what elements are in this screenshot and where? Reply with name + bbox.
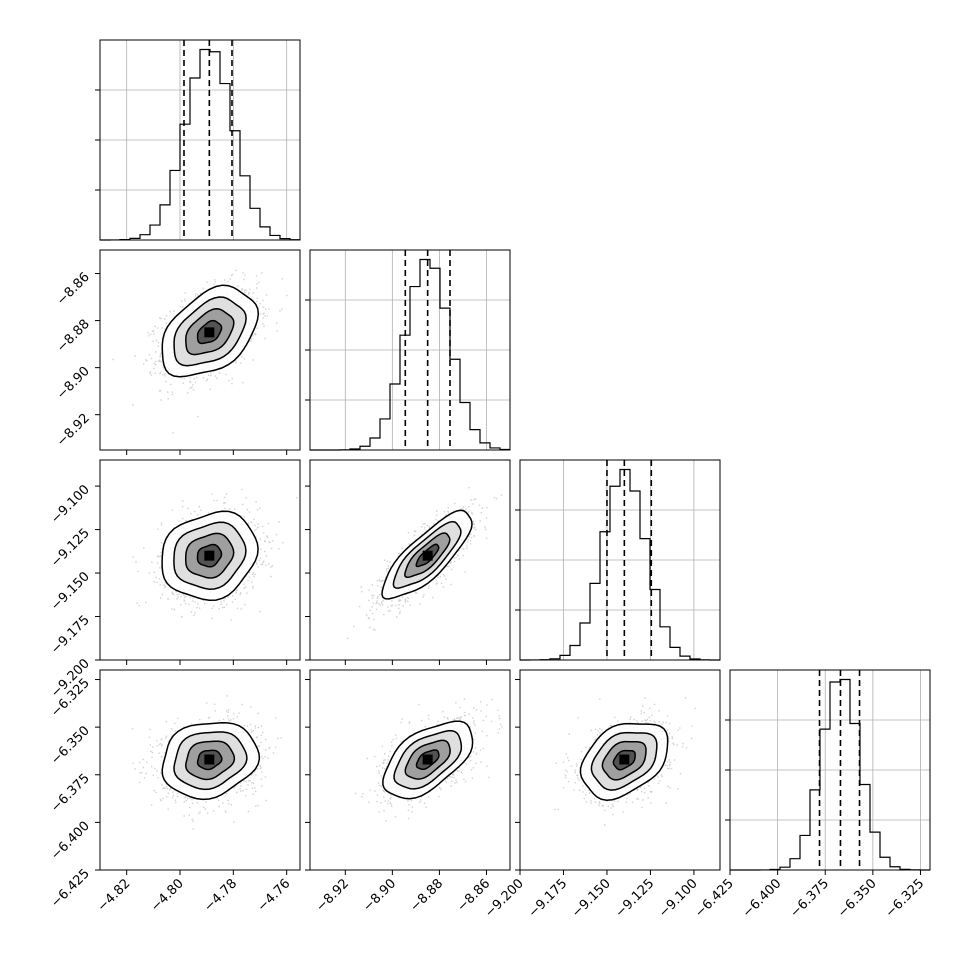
x-tick-label: −9.100 [656, 876, 701, 921]
x-tick-label: −6.400 [740, 876, 785, 921]
density-peak [204, 754, 215, 765]
histogram-panel-1 [305, 249, 511, 451]
x-tick-label: −4.76 [255, 876, 294, 915]
panel-content [112, 269, 288, 434]
density-peak [619, 754, 630, 765]
panel-frame [309, 459, 511, 661]
density-peak [204, 327, 215, 338]
contour-line [381, 509, 473, 600]
histogram-step [730, 678, 930, 871]
panel-content [354, 698, 503, 822]
contour-line [612, 749, 636, 771]
scatter-panel-3-1 [305, 669, 511, 875]
contour-line [185, 308, 235, 356]
contour-line [590, 731, 658, 791]
y-tick-label: −9.150 [48, 569, 93, 614]
y-tick-label: −8.88 [54, 317, 93, 356]
panel-content [347, 487, 503, 640]
scatter-panel-3-0 [95, 669, 301, 875]
y-tick-label: −8.90 [54, 364, 93, 403]
panel-frame [99, 669, 301, 871]
contour-line [184, 532, 235, 579]
y-tick-label: −6.425 [48, 866, 93, 911]
contour-line [161, 284, 260, 378]
contour-line [415, 543, 440, 568]
density-peak [204, 550, 215, 561]
contour-line [392, 520, 462, 589]
panel-frame [99, 459, 301, 661]
contour-line [161, 722, 261, 801]
contour-line [173, 731, 248, 791]
x-tick-label: −6.350 [835, 876, 880, 921]
scatter-panel-1-0 [95, 249, 301, 455]
panel-content [131, 695, 282, 830]
x-tick-label: −8.92 [313, 876, 352, 915]
contour-line [196, 749, 223, 771]
contour-line [196, 319, 223, 345]
panel-frame [309, 669, 511, 871]
x-tick-label: −9.150 [569, 876, 614, 921]
panel-frame [99, 249, 301, 451]
contour-line [173, 296, 247, 367]
scatter-panel-2-1 [305, 459, 511, 665]
contour-line [196, 543, 223, 568]
density-peak [422, 754, 433, 765]
contour-line [579, 722, 669, 801]
x-tick-label: −6.325 [883, 876, 928, 921]
x-tick-label: −8.88 [407, 876, 446, 915]
histogram-step [520, 468, 720, 661]
x-tick-label: −9.125 [613, 876, 658, 921]
x-tick-label: −9.175 [526, 876, 571, 921]
y-tick-label: −9.175 [48, 613, 93, 658]
contour-line [415, 749, 440, 771]
y-tick-label: −8.86 [54, 270, 93, 309]
y-tick-label: −8.92 [54, 411, 93, 450]
contour-line [404, 739, 451, 780]
x-tick-label: −4.82 [95, 876, 134, 915]
density-peak [422, 550, 433, 561]
scatter-panel-2-0 [95, 459, 301, 665]
contour-line [161, 510, 259, 602]
x-tick-label: −8.90 [360, 876, 399, 915]
contour-line [404, 532, 451, 579]
panel-content [132, 488, 298, 621]
scatter-panel-3-2 [515, 669, 721, 875]
x-tick-label: −6.425 [692, 876, 737, 921]
x-tick-label: −4.78 [201, 876, 240, 915]
panel-content [554, 697, 696, 826]
histogram-step [310, 258, 510, 451]
contour-line [185, 740, 236, 781]
contour-line [393, 730, 463, 790]
y-tick-label: −6.350 [48, 723, 93, 768]
contour-line [382, 720, 474, 800]
x-tick-label: −6.375 [787, 876, 832, 921]
y-tick-label: −6.400 [48, 819, 93, 864]
histogram-panel-3 [725, 669, 931, 871]
y-tick-label: −6.375 [48, 771, 93, 816]
y-tick-label: −9.125 [48, 526, 93, 571]
histogram-panel-0 [95, 39, 301, 241]
histogram-panel-2 [515, 459, 721, 661]
contour-line [601, 740, 647, 781]
x-tick-label: −4.80 [148, 876, 187, 915]
contour-line [173, 521, 247, 590]
y-tick-label: −9.100 [48, 482, 93, 527]
histogram-step [100, 48, 300, 241]
panel-frame [519, 669, 721, 871]
